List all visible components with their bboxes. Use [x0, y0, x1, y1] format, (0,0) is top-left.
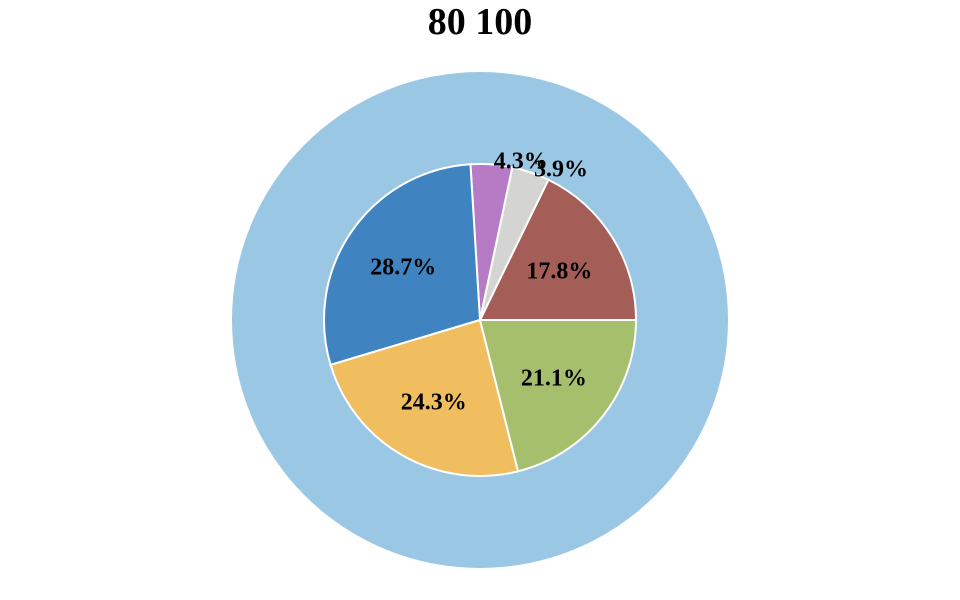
pie-slices — [323, 163, 638, 477]
pie-slice-label-1: 17.8% — [526, 258, 592, 284]
pie-slice-4 — [323, 163, 482, 367]
pie-slice-label-2: 3.9% — [534, 157, 588, 183]
pie-labels: 17.8% 3.9%4.3% 28.7% 24.3% 21.1% — [370, 148, 592, 415]
pie-slice-5 — [329, 318, 520, 477]
pie-slice-label-6: 21.1% — [521, 366, 587, 392]
pie-slice-label-5: 24.3% — [401, 389, 467, 415]
pie-slice-6 — [478, 319, 638, 473]
pie-slice-1 — [478, 178, 638, 321]
pie-slice-label-3: 4.3% — [494, 148, 548, 174]
pie-slice-label-4: 28.7% — [370, 254, 436, 280]
chart-title: 80 100 — [427, 1, 533, 43]
